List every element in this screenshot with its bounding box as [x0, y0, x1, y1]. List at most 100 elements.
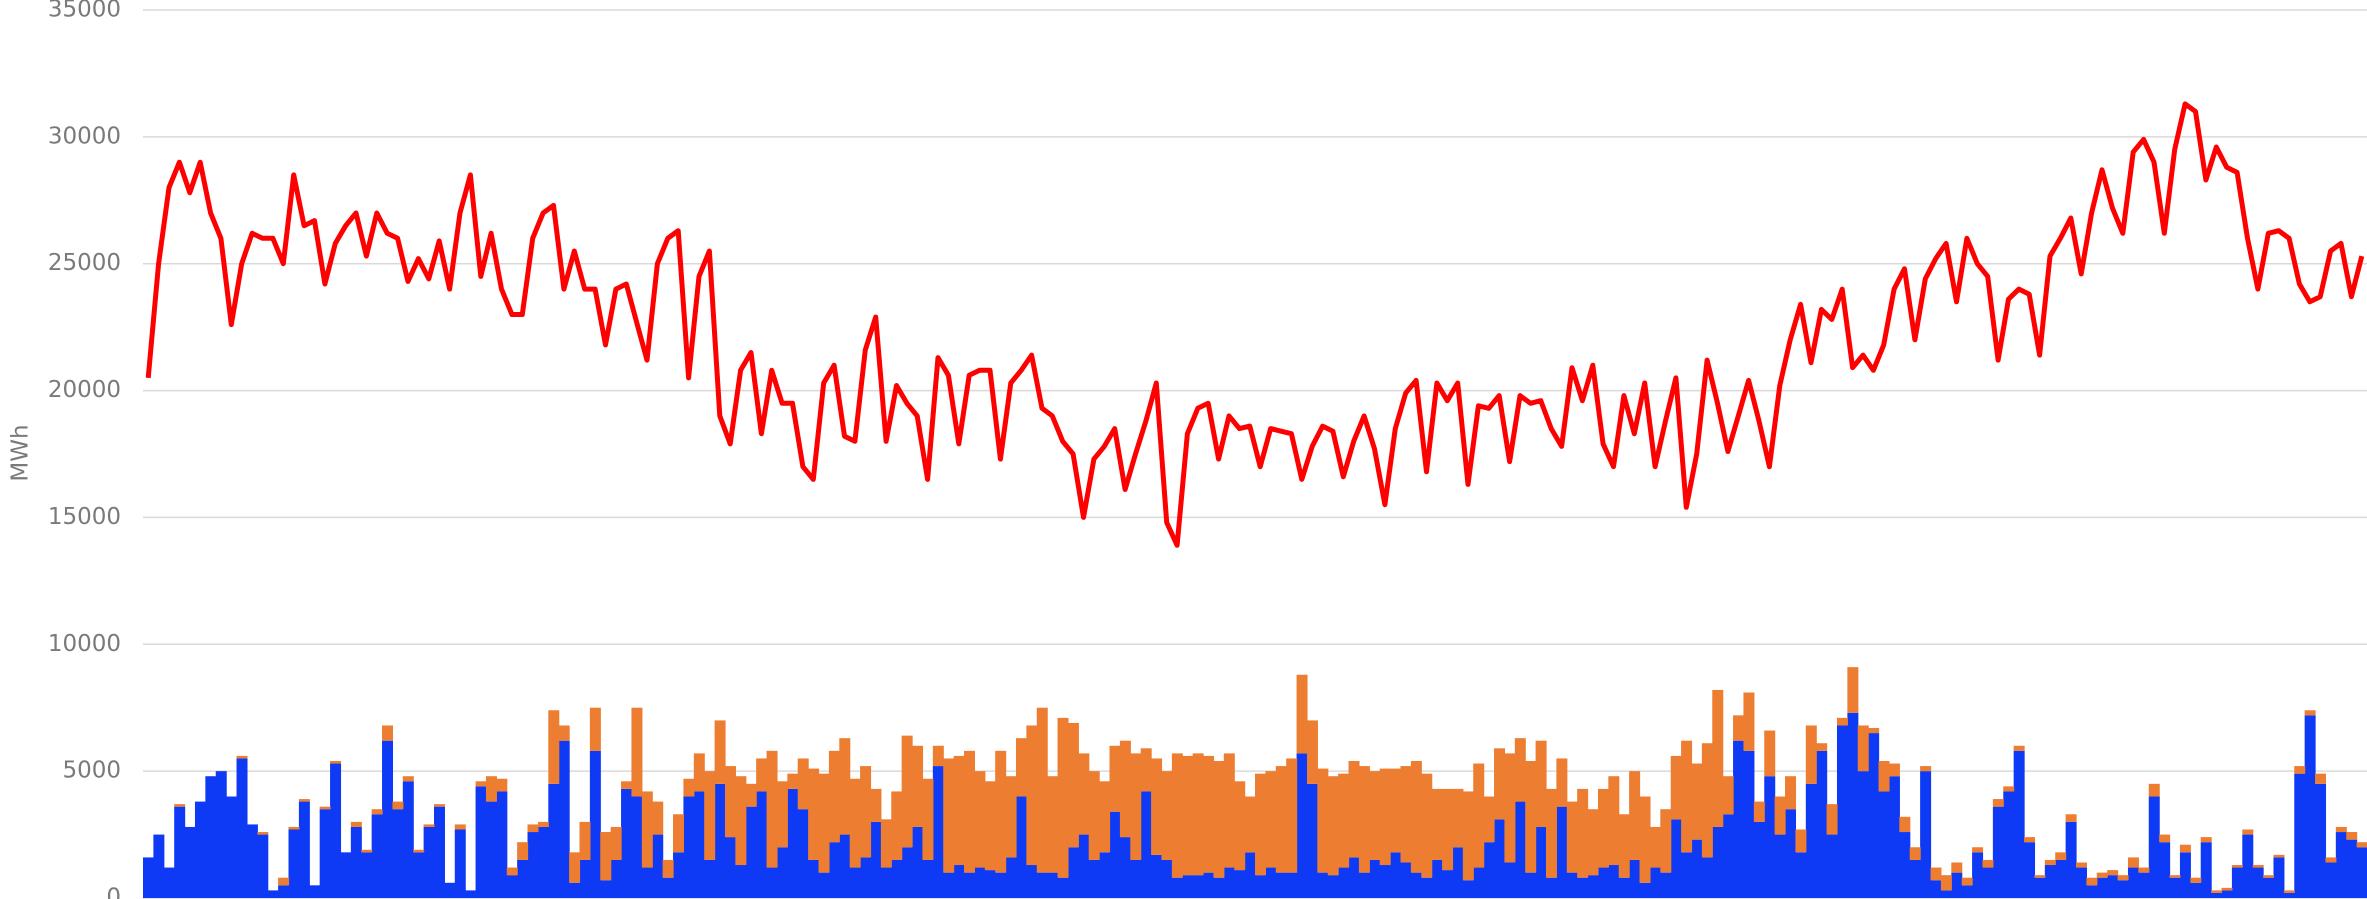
bar [2283, 890, 2295, 893]
bar [2231, 867, 2243, 898]
bar [2148, 796, 2160, 898]
bar [2252, 867, 2264, 898]
y-tick-label: 35000 [48, 0, 121, 23]
bar [1587, 875, 1599, 898]
bar [870, 788, 882, 822]
bar [974, 867, 986, 898]
bar [2335, 832, 2347, 898]
bar [226, 796, 238, 898]
bar [2325, 857, 2337, 863]
bar [704, 859, 716, 898]
bar [382, 740, 394, 898]
bar [943, 872, 955, 898]
bar [2086, 877, 2098, 886]
bar [413, 849, 425, 853]
bar [1857, 725, 1869, 772]
bar [1629, 859, 1641, 898]
bar [1930, 867, 1942, 881]
bar [1681, 740, 1693, 853]
bar [1442, 788, 1454, 871]
bar [1036, 707, 1048, 873]
bar [2127, 857, 2139, 868]
bar [1369, 859, 1381, 898]
bar [1920, 766, 1932, 772]
bar [984, 781, 996, 871]
bar [1597, 867, 1609, 898]
bar [392, 809, 404, 898]
bar [1660, 872, 1672, 898]
bar [1265, 867, 1277, 898]
bar [1223, 867, 1235, 898]
bar [1306, 783, 1318, 898]
bar [932, 766, 944, 898]
bar [912, 826, 924, 898]
bar [1733, 715, 1745, 741]
bar [517, 859, 529, 898]
bar [506, 867, 518, 876]
bar [631, 707, 643, 797]
bar [2117, 880, 2129, 898]
bar [1899, 816, 1911, 833]
bar [402, 776, 414, 782]
bar [870, 821, 882, 898]
bar [1306, 720, 1318, 784]
bar [163, 867, 175, 898]
bar [2190, 877, 2202, 883]
bar [1390, 852, 1402, 898]
y-tick-label: 30000 [48, 123, 121, 149]
y-tick-label: 10000 [48, 631, 121, 657]
bar [1296, 674, 1308, 754]
bar [995, 750, 1007, 873]
bar [1109, 745, 1121, 812]
bar [1119, 837, 1131, 898]
bar [2034, 877, 2046, 898]
bar [319, 809, 331, 898]
bar [1140, 791, 1152, 898]
bar [735, 865, 747, 898]
bar [1566, 872, 1578, 898]
bar [693, 753, 705, 792]
bar [319, 806, 331, 810]
bar [2273, 854, 2285, 858]
bar [1608, 776, 1620, 866]
bar [246, 824, 258, 898]
bar [1733, 740, 1745, 898]
bar [2086, 885, 2098, 898]
bar [2003, 791, 2015, 898]
bar [1379, 768, 1391, 866]
bar [1639, 796, 1651, 883]
bar [1140, 748, 1152, 792]
bar [766, 867, 778, 898]
bar [756, 758, 768, 792]
bar [714, 783, 726, 898]
bar [257, 834, 269, 898]
bar [1410, 872, 1422, 898]
bar [1785, 809, 1797, 898]
bar [1774, 834, 1786, 898]
bar [662, 859, 674, 878]
bar [1130, 753, 1142, 860]
bar [558, 725, 570, 741]
bar [2044, 865, 2056, 898]
bar [2356, 847, 2367, 898]
bar [1275, 766, 1287, 873]
y-tick-label: 25000 [48, 250, 121, 276]
bar [298, 799, 310, 802]
bar [2055, 852, 2067, 860]
bar [818, 773, 830, 873]
bar [1743, 750, 1755, 898]
bar [1857, 771, 1869, 898]
bar [444, 882, 456, 898]
bar [808, 768, 820, 860]
bar [1847, 712, 1859, 898]
bar [2138, 867, 2150, 873]
bar [1504, 862, 1516, 898]
bar [683, 796, 695, 898]
bar [600, 880, 612, 898]
bar [2263, 875, 2275, 878]
bar [1442, 870, 1454, 898]
bar [2003, 786, 2015, 792]
bar [683, 778, 695, 797]
bar [2096, 872, 2108, 878]
bar [1670, 755, 1682, 820]
